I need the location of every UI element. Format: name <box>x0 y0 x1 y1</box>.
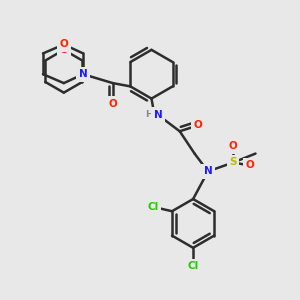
Text: O: O <box>59 40 68 50</box>
Text: N: N <box>154 110 162 120</box>
Text: O: O <box>109 99 117 109</box>
Text: S: S <box>230 158 237 167</box>
Text: N: N <box>204 167 212 176</box>
Text: Cl: Cl <box>147 202 158 212</box>
Text: H: H <box>145 110 153 119</box>
Text: O: O <box>59 45 68 55</box>
Text: O: O <box>194 120 203 130</box>
Text: N: N <box>79 69 88 79</box>
Text: O: O <box>245 160 254 170</box>
Text: Cl: Cl <box>188 261 199 271</box>
Text: O: O <box>229 141 238 151</box>
